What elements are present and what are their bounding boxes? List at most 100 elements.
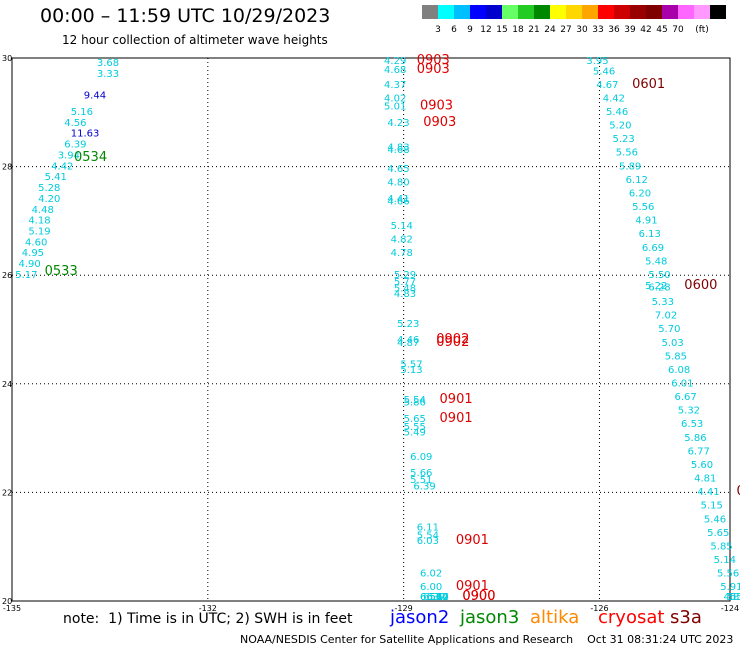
colorbar-tick-label: 3 — [435, 25, 441, 35]
pass-time-label: 0534 — [74, 150, 107, 165]
pass-time-label: 0533 — [45, 264, 78, 279]
swh-point-label: 5.15 — [701, 501, 723, 512]
colorbar-swatch — [550, 5, 566, 19]
chart-subtitle: 12 hour collection of altimeter wave hei… — [62, 33, 328, 47]
swh-point-label: 4.42 — [51, 161, 73, 172]
swh-point-label: 5.14 — [714, 555, 736, 566]
colorbar-tick-label: 6 — [451, 25, 457, 35]
colorbar-unit: (ft) — [695, 25, 709, 35]
swh-point-label: 4.83 — [387, 142, 409, 153]
x-tick-label: -129 — [395, 604, 413, 613]
pass-time-label: 0902 — [436, 332, 469, 347]
swh-point-label: 5.22 — [645, 281, 667, 292]
swh-point-label: 6.39 — [413, 482, 435, 493]
swh-point-label: 5.14 — [391, 221, 413, 232]
swh-point-label: 4.56 — [64, 118, 86, 129]
y-tick-label: 22 — [2, 488, 12, 497]
swh-point-label: 5.46 — [593, 66, 615, 77]
swh-point-label: 5.29 — [394, 270, 416, 281]
swh-point-label: 6.13 — [639, 229, 661, 240]
colorbar-swatch — [438, 5, 454, 19]
footer-note: note: 1) Time is in UTC; 2) SWH is in fe… — [63, 611, 353, 627]
swh-point-label: 6.69 — [642, 243, 664, 254]
swh-point-label: 5.57 — [400, 360, 422, 371]
swh-point-label: 6.17 — [426, 592, 448, 603]
swh-point-label: 5.66 — [410, 468, 432, 479]
swh-point-label: 5.50 — [727, 592, 740, 603]
colorbar-swatch — [566, 5, 582, 19]
swh-point-label: 5.70 — [658, 324, 680, 335]
swh-point-label: 4.46 — [397, 335, 419, 346]
swh-point-label: 5.16 — [71, 107, 93, 118]
satellite-legend-item: cryosat — [598, 607, 665, 628]
swh-point-label: 5.55 — [404, 422, 426, 433]
colorbar-swatch — [614, 5, 630, 19]
colorbar-tick-label: 27 — [560, 25, 571, 35]
swh-point-label: 3.94 — [58, 150, 80, 161]
swh-point-label: 5.50 — [648, 270, 670, 281]
swh-point-label: 6.00 — [420, 582, 442, 593]
swh-point-label: 4.41 — [697, 487, 719, 498]
swh-point-label: 5.86 — [404, 398, 426, 409]
colorbar-swatch — [630, 5, 646, 19]
swh-point-label: 3.68 — [97, 58, 119, 69]
colorbar-tick-label: 70 — [672, 25, 684, 35]
swh-point-label: 6.28 — [648, 282, 670, 293]
colorbar-swatch — [598, 5, 614, 19]
swh-point-label: 4.83 — [394, 289, 416, 300]
swh-point-label: 6.62 — [426, 592, 448, 603]
pass-time-label: 0902 — [436, 335, 469, 350]
pass-time-label: 0601 — [632, 77, 665, 92]
plot-frame — [11, 57, 731, 602]
swh-point-label: 4.37 — [384, 80, 406, 91]
swh-point-label: 5.48 — [394, 283, 416, 294]
y-tick-label: 30 — [2, 54, 12, 63]
swh-point-label: 4.87 — [397, 338, 419, 349]
swh-point-label: 5.56 — [717, 569, 739, 580]
swh-point-label: 4.02 — [384, 93, 406, 104]
colorbar-tick-label: 21 — [528, 25, 539, 35]
swh-point-label: 4.29 — [384, 56, 406, 67]
pass-time-label: 0901 — [456, 579, 489, 594]
swh-point-label: 5.01 — [384, 102, 406, 113]
pass-time-label: 0900 — [462, 589, 495, 604]
swh-point-label: 4.95 — [22, 248, 44, 259]
colorbar-tick-label: 33 — [592, 25, 603, 35]
swh-point-label: 5.54 — [417, 531, 439, 542]
swh-point-label: 6.57 — [420, 592, 442, 603]
colorbar-tick-label: 24 — [544, 25, 556, 35]
colorbar-tick-label: 36 — [608, 25, 620, 35]
colorbar-swatch — [534, 5, 550, 19]
swh-point-label: 4.68 — [387, 145, 409, 156]
swh-point-label: 5.03 — [661, 338, 683, 349]
colorbar-tick-label: 39 — [624, 25, 636, 35]
swh-point-label: 5.32 — [678, 406, 700, 417]
swh-point-label: 5.49 — [404, 427, 426, 438]
y-tick-label: 24 — [2, 380, 12, 389]
y-tick-label: 26 — [2, 271, 12, 280]
swh-point-label: 5.46 — [704, 514, 726, 525]
swh-point-label: 4.65 — [387, 164, 409, 175]
swh-point-label: 6.20 — [629, 188, 651, 199]
x-tick-label: -126 — [590, 604, 608, 613]
swh-point-label: 5.41 — [45, 172, 67, 183]
swh-point-label: 5.32 — [730, 592, 740, 603]
satellite-legend-item: jason2 — [390, 607, 450, 628]
colorbar-swatch — [454, 5, 470, 19]
swh-point-label: 6.09 — [410, 452, 432, 463]
swh-point-label: 4.41 — [387, 194, 409, 205]
credit-line: NOAA/NESDIS Center for Satellite Applica… — [240, 633, 734, 646]
swh-point-label: 5.23 — [613, 134, 635, 145]
colorbar-tick-label: 42 — [640, 25, 651, 35]
swh-point-label: 6.12 — [626, 175, 648, 186]
swh-point-label: 7.02 — [655, 311, 677, 322]
swh-point-label: 6.67 — [675, 392, 697, 403]
swh-point-label: 5.48 — [645, 256, 667, 267]
pass-time-label: 0903 — [423, 115, 456, 130]
swh-point-label: 6.03 — [417, 536, 439, 547]
colorbar-swatch — [486, 5, 502, 19]
colorbar-swatch — [470, 5, 486, 19]
y-tick-label: 28 — [2, 163, 12, 172]
satellite-legend-item: s3a — [670, 607, 702, 628]
swh-point-label: 4.82 — [391, 235, 413, 246]
